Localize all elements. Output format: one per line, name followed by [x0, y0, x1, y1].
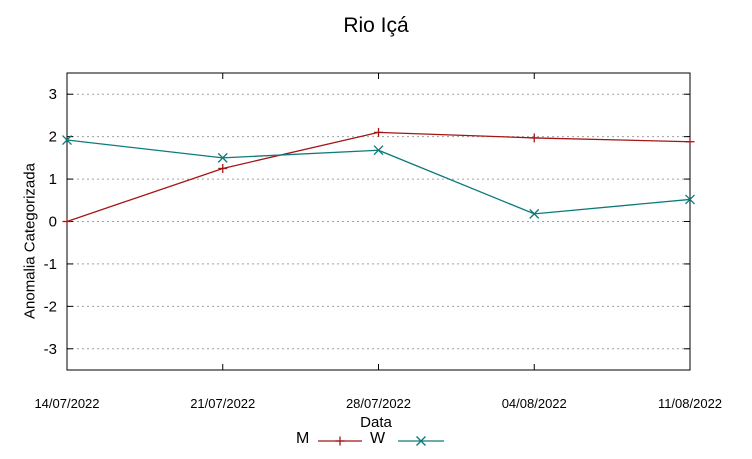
- x-tick-label: 11/08/2022: [658, 396, 722, 411]
- y-tick-label: -1: [44, 256, 57, 273]
- y-tick-label: -3: [44, 341, 57, 358]
- data-point-w: [217, 152, 228, 163]
- data-point-m: [62, 217, 72, 226]
- chart-title: Rio Içá: [343, 14, 409, 37]
- y-tick-label: 2: [49, 129, 57, 146]
- y-tick-label: -2: [44, 298, 57, 315]
- x-tick-label: 28/07/2022: [346, 396, 411, 411]
- data-point-w: [685, 194, 695, 205]
- x-axis-label: Data: [360, 414, 392, 431]
- data-point-m: [685, 137, 695, 147]
- data-point-m: [529, 133, 539, 143]
- legend-marker-w: [416, 436, 426, 446]
- x-tick-label: 21/07/2022: [190, 396, 255, 411]
- data-point-w: [529, 208, 540, 219]
- legend-marker-m: [335, 436, 345, 446]
- data-point-w: [62, 135, 72, 145]
- y-tick-label: 1: [49, 171, 57, 188]
- data-point-m: [218, 163, 228, 173]
- legend-label-m: M: [296, 430, 310, 447]
- data-point-w: [373, 145, 384, 156]
- y-tick-label: 3: [49, 86, 57, 103]
- data-point-m: [374, 127, 383, 137]
- legend-label-w: W: [370, 430, 386, 447]
- x-tick-label: 14/07/2022: [34, 396, 99, 411]
- x-tick-label: 04/08/2022: [502, 396, 567, 411]
- y-tick-label: 0: [49, 214, 57, 231]
